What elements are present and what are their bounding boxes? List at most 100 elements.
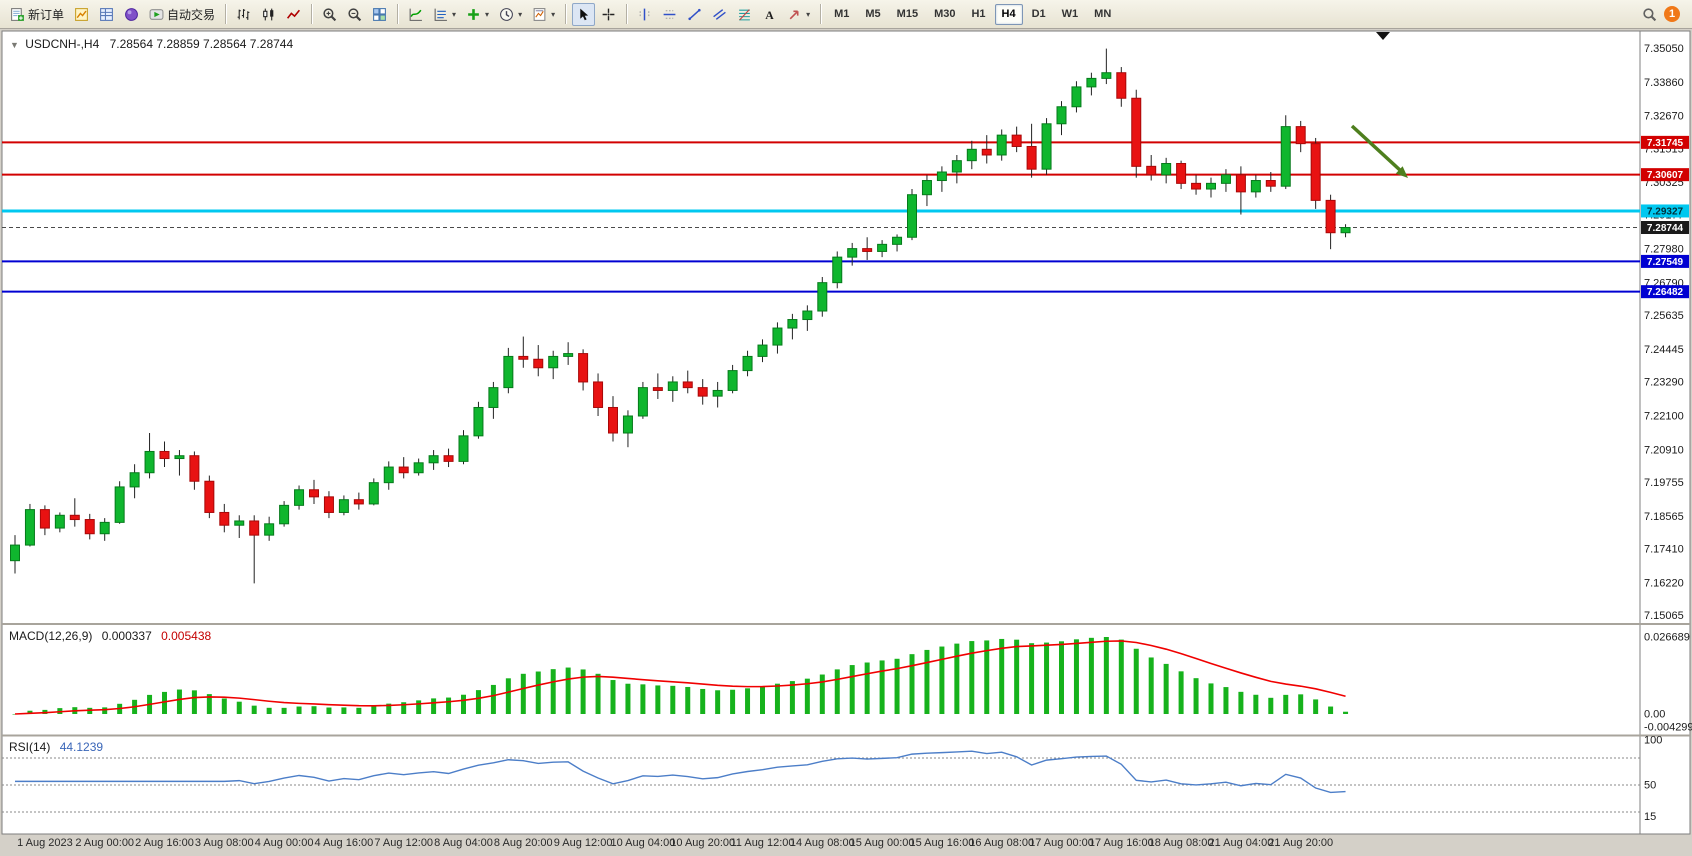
rsi-axis-label: 50 — [1644, 780, 1656, 792]
dropdown-arrow-icon[interactable]: ▾ — [485, 9, 490, 19]
y-axis-label: 7.15065 — [1644, 610, 1684, 622]
macd-bar — [475, 690, 481, 714]
dropdown-arrow-icon[interactable]: ▾ — [518, 9, 523, 19]
tile-windows-button[interactable] — [368, 3, 391, 26]
macd-bar — [640, 684, 646, 714]
chart-shift-marker-icon[interactable] — [1376, 32, 1390, 40]
support-line-cyan-tag[interactable] — [1641, 204, 1689, 218]
candle-body — [712, 389, 723, 397]
arrows-button[interactable]: ▾ — [783, 3, 814, 26]
navigator-button[interactable] — [120, 3, 143, 26]
macd-title: MACD(12,26,9) — [9, 629, 93, 643]
candle-body — [622, 415, 633, 434]
add-object-button[interactable]: ▾ — [462, 3, 493, 26]
chart-symbol-period: USDCNH-,H4 — [25, 37, 100, 51]
macd-signal-value: 0.005438 — [161, 629, 212, 643]
periods-button[interactable]: ▾ — [495, 3, 526, 26]
vertical-line-button[interactable] — [633, 3, 656, 26]
timeframe-m15-button[interactable]: M15 — [896, 8, 919, 20]
dropdown-arrow-icon[interactable]: ▾ — [551, 9, 556, 19]
support-line-blue-2-tag[interactable] — [1641, 285, 1689, 299]
resistance-line-1-tag[interactable] — [1641, 135, 1689, 149]
candle-body — [787, 319, 798, 329]
indicator-list-button[interactable]: ▾ — [429, 3, 460, 26]
indicators-button[interactable] — [404, 3, 427, 26]
timeframe-h1-button[interactable]: H1 — [971, 8, 986, 20]
x-axis-label: 16 Aug 08:00 — [969, 837, 1034, 849]
period-icon — [499, 7, 514, 22]
candle-body — [1310, 143, 1321, 201]
timeframe-d1-button[interactable]: D1 — [1031, 8, 1046, 20]
macd-bar — [1193, 678, 1199, 714]
charts-button[interactable] — [70, 3, 93, 26]
zoom-in-button[interactable] — [318, 3, 341, 26]
notification-badge[interactable]: 1 — [1664, 6, 1680, 22]
arrow-annotation-head[interactable] — [1395, 166, 1408, 178]
macd-bar — [685, 686, 691, 714]
candle-body — [892, 236, 903, 245]
collapse-triangle-icon[interactable]: ▼ — [10, 40, 19, 50]
timeframe-w1-button[interactable]: W1 — [1061, 8, 1079, 20]
x-axis-label: 8 Aug 20:00 — [494, 837, 553, 849]
auto-trading-button[interactable]: 自动交易 — [145, 3, 219, 26]
macd-bar — [431, 698, 437, 714]
channel-icon — [712, 7, 727, 22]
zoom-out-button[interactable] — [343, 3, 366, 26]
arrow-annotation[interactable] — [1350, 124, 1403, 173]
macd-bar — [356, 707, 362, 714]
timeframe-m1-button[interactable]: M1 — [834, 8, 850, 20]
macd-bar — [1073, 639, 1079, 714]
templates-button[interactable]: ▾ — [528, 3, 559, 26]
timeframe-m30-button[interactable]: M30 — [934, 8, 956, 20]
candle-body — [458, 435, 469, 462]
bar-chart-button[interactable] — [232, 3, 255, 26]
candle-body — [39, 509, 50, 529]
candle-body — [1131, 97, 1142, 167]
candle-body — [1026, 145, 1037, 170]
timeframe-mn-button[interactable]: MN — [1094, 8, 1112, 20]
search-icon[interactable] — [1642, 7, 1657, 22]
macd-bar — [760, 686, 765, 714]
macd-bar — [1313, 699, 1319, 714]
candle-body — [174, 455, 185, 460]
cursor-button[interactable] — [572, 2, 596, 26]
candle-body — [323, 496, 334, 513]
macd-bar — [1253, 694, 1259, 714]
channel-button[interactable] — [708, 3, 731, 26]
trendline-button[interactable] — [683, 3, 706, 26]
macd-bar — [446, 697, 452, 714]
macd-bar — [834, 669, 840, 714]
text-button[interactable]: A — [758, 3, 781, 26]
candle-body — [1295, 126, 1306, 145]
dropdown-arrow-icon[interactable]: ▾ — [806, 9, 811, 19]
toolbar-separator — [225, 4, 227, 24]
chart-window[interactable] — [1, 30, 1691, 835]
macd-bar — [625, 683, 631, 714]
resistance-line-2-tag[interactable] — [1641, 168, 1689, 182]
fibonacci-button[interactable] — [733, 3, 756, 26]
time-axis[interactable]: 1 Aug 2023 2 Aug 00:00 2 Aug 16:00 3 Aug 08… — [17, 837, 1333, 849]
candle-body — [742, 355, 753, 372]
new-order-button[interactable]: 新订单 — [6, 3, 68, 26]
market-watch-button[interactable] — [95, 3, 118, 26]
x-axis-label: 21 Aug 20:00 — [1268, 837, 1333, 849]
dropdown-arrow-icon[interactable]: ▾ — [452, 9, 457, 19]
candle-body — [129, 472, 140, 488]
candle-body — [503, 355, 514, 389]
timeframe-h4-button[interactable]: H4 — [994, 3, 1023, 25]
x-axis-label: 17 Aug 16:00 — [1089, 837, 1154, 849]
horizontal-line-button[interactable] — [658, 3, 681, 26]
crosshair-button[interactable] — [597, 3, 620, 26]
line-chart-button[interactable] — [282, 3, 305, 26]
y-axis-label: 7.33860 — [1644, 77, 1684, 89]
hline-icon — [662, 7, 677, 22]
candlestick-chart-button[interactable] — [257, 3, 280, 26]
candle-body — [473, 406, 484, 437]
cursor-icon — [576, 7, 591, 22]
support-line-blue-1-tag[interactable] — [1641, 254, 1689, 268]
rsi-axis-label: 15 — [1644, 811, 1656, 823]
bars-chart-icon — [236, 7, 251, 22]
macd-bar — [296, 706, 302, 714]
timeframe-m5-button[interactable]: M5 — [865, 8, 881, 20]
